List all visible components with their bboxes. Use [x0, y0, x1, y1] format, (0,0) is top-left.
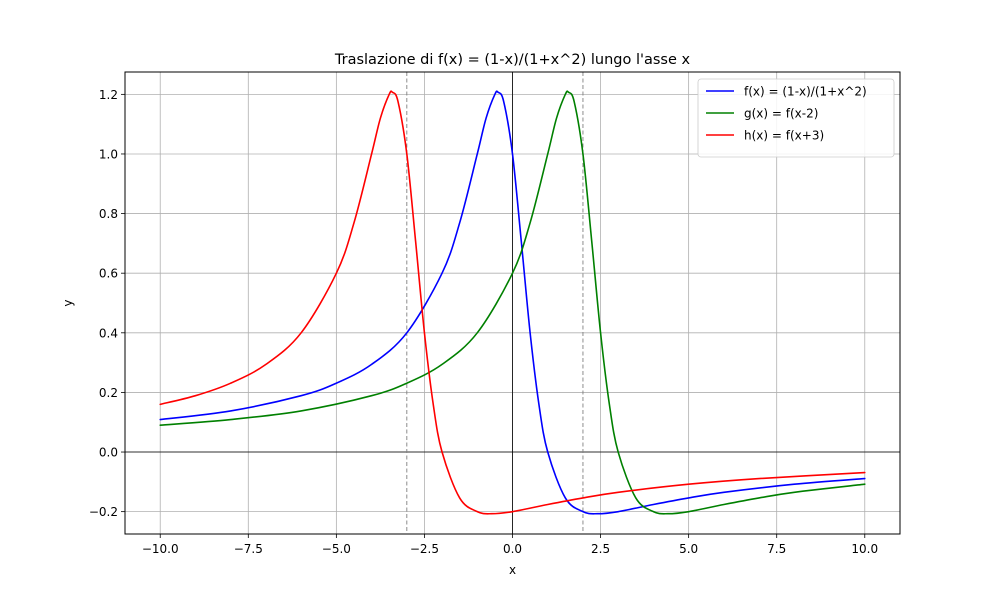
y-tick-label: 1.0 — [99, 147, 118, 161]
legend-label-3: h(x) = f(x+3) — [744, 129, 824, 143]
legend-box — [697, 78, 895, 158]
y-tick-label: 0.2 — [99, 386, 118, 400]
chart-title: Traslazione di f(x) = (1-x)/(1+x^2) lung… — [334, 52, 691, 68]
x-axis-label: x — [509, 563, 516, 577]
x-tick-label: −2.5 — [410, 542, 439, 556]
series-lines — [159, 90, 866, 515]
x-tick-label: −10.0 — [142, 542, 179, 556]
x-tick-label: 7.5 — [767, 542, 786, 556]
x-tick-label: 10.0 — [851, 542, 878, 556]
y-tick-label: −0.2 — [89, 505, 118, 519]
y-tick-label: 1.2 — [99, 88, 118, 102]
x-tick-label: −7.5 — [234, 542, 263, 556]
x-tick-label: 0.0 — [503, 542, 522, 556]
x-axis-ticks: −10.0 −7.5 −5.0 −2.5 0.0 2.5 5.0 7.5 10.0 — [142, 534, 878, 556]
x-tick-label: −5.0 — [322, 542, 351, 556]
series-line-3 — [159, 90, 866, 515]
series-line-2 — [159, 90, 866, 515]
y-tick-label: 0.6 — [99, 267, 118, 281]
x-tick-label: 2.5 — [591, 542, 610, 556]
y-tick-label: 0.0 — [99, 446, 118, 460]
legend-label-1: f(x) = (1-x)/(1+x^2) — [744, 85, 867, 99]
x-tick-label: 5.0 — [679, 542, 698, 556]
y-axis-ticks: −0.2 0.0 0.2 0.4 0.6 0.8 1.0 1.2 — [89, 88, 125, 519]
legend-label-2: g(x) = f(x-2) — [744, 107, 818, 121]
y-tick-label: 0.8 — [99, 207, 118, 221]
y-axis-label: y — [61, 299, 75, 306]
legend: f(x) = (1-x)/(1+x^2) g(x) = f(x-2) h(x) = … — [697, 78, 895, 158]
y-tick-label: 0.4 — [99, 326, 118, 340]
